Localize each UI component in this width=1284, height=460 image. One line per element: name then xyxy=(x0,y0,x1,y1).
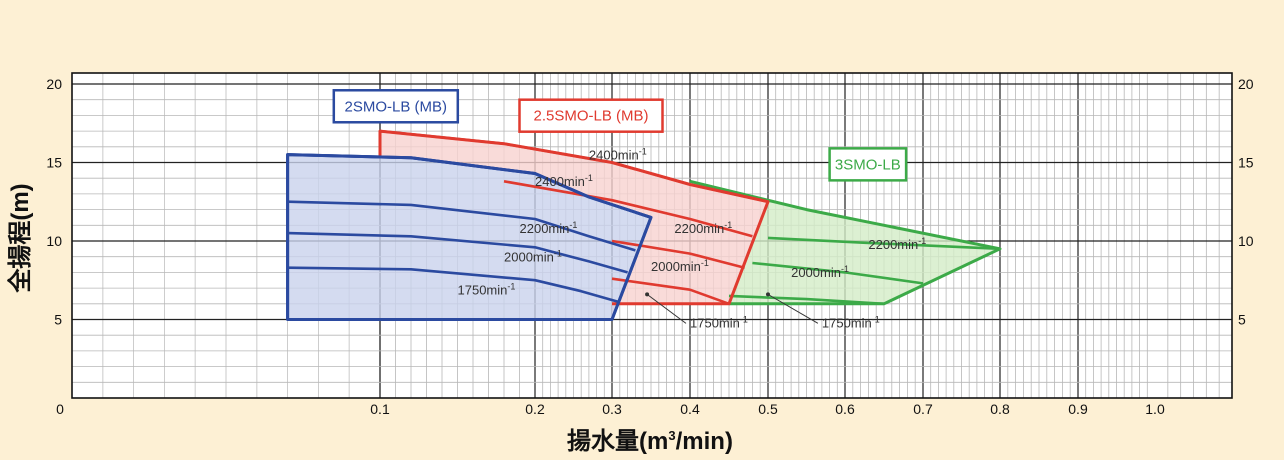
speed-curve-1-3 xyxy=(611,277,730,306)
legend-label-1: 2.5SMO-LB (MB) xyxy=(533,108,648,125)
speed-label-1: 2200min-1 xyxy=(520,220,578,236)
speed-curve-1-1 xyxy=(503,180,753,238)
callout-leader-0 xyxy=(646,293,687,324)
y-tick-right-3: 20 xyxy=(1238,76,1254,92)
region-fill-1 xyxy=(380,131,768,320)
x-tick-3: 0.3 xyxy=(602,401,622,417)
speed-label-3: 1750min-1 xyxy=(458,281,516,297)
callout-leader-1 xyxy=(767,293,819,324)
legend-box-1 xyxy=(518,98,664,133)
speed-label-6: 2000min-1 xyxy=(651,258,709,274)
speed-curve-2-0 xyxy=(767,236,1001,251)
x-axis-label-main: 揚水量(m xyxy=(567,427,668,455)
y-axis-label: 全揚程(m) xyxy=(6,183,34,293)
legend-boxes: 2SMO-LB (MB) 2.5SMO-LB (MB) 3SMO-LB xyxy=(332,89,908,182)
x-tick-6: 0.6 xyxy=(835,401,855,417)
x-tick-1: 0.1 xyxy=(370,401,390,417)
speed-curve-1-0 xyxy=(379,129,769,203)
plot-frame xyxy=(71,72,1233,399)
x-tick-7: 0.7 xyxy=(913,401,933,417)
region-fill-0 xyxy=(287,154,651,320)
speed-curve-0-0 xyxy=(287,153,652,219)
speed-curve-0-1 xyxy=(287,200,636,252)
y-tick-left-1: 10 xyxy=(46,233,62,249)
callout-dot-1 xyxy=(766,292,770,297)
speed-label-8: 2000min-1 xyxy=(791,264,849,280)
x-axis-label-tail: /min) xyxy=(676,428,733,455)
callout-label-1: 1750min-1 xyxy=(822,314,880,330)
speed-label-0: 2400min-1 xyxy=(535,173,593,189)
speed-curve-0-3 xyxy=(287,266,621,304)
y-tick-right-2: 15 xyxy=(1238,154,1254,170)
speed-label-5: 2200min-1 xyxy=(674,220,732,236)
x-tick-0: 0 xyxy=(56,401,64,417)
legend-label-0: 2SMO-LB (MB) xyxy=(345,98,448,115)
speed-curves xyxy=(286,129,1002,321)
speed-label-2: 2000min-1 xyxy=(504,248,562,264)
speed-labels: 2400min-1 2200min-1 2000min-1 1750min-1 2400… xyxy=(458,146,927,330)
callout-dot-0 xyxy=(645,292,650,297)
legend-label-2: 3SMO-LB xyxy=(835,156,901,173)
x-axis-label-sup: 3 xyxy=(668,428,675,443)
x-tick-2: 0.2 xyxy=(525,401,545,417)
x-tick-10: 1.0 xyxy=(1145,401,1165,417)
x-tick-9: 0.9 xyxy=(1068,401,1088,417)
speed-label-7: 2200min-1 xyxy=(868,236,926,252)
x-tick-4: 0.4 xyxy=(680,401,700,417)
x-tick-8: 0.8 xyxy=(990,401,1010,417)
y-tick-left-3: 20 xyxy=(46,76,62,92)
callout-label-0: 1750min-1 xyxy=(690,314,748,330)
legend-box-2 xyxy=(828,147,908,182)
x-tick-5: 0.5 xyxy=(758,401,778,417)
x-axis-label: 揚水量(m3/min) xyxy=(567,427,733,455)
speed-curve-0-2 xyxy=(287,231,628,274)
legend-box-0 xyxy=(332,89,460,124)
y-tick-left-0: 5 xyxy=(54,311,62,327)
y-tick-left-2: 15 xyxy=(46,154,62,170)
speed-curve-2-1 xyxy=(752,261,924,285)
speed-label-4: 2400min-1 xyxy=(589,146,647,162)
y-tick-right-1: 10 xyxy=(1238,233,1254,249)
speed-curve-2-2 xyxy=(728,294,885,306)
axes: 5 5 10 10 15 15 20 20 0 0.1 0.2 0.3 0.4 0.5 0.6 0.7 0.8 0… xyxy=(46,72,1254,417)
y-tick-right-0: 5 xyxy=(1238,311,1246,327)
speed-curve-1-2 xyxy=(611,239,745,269)
